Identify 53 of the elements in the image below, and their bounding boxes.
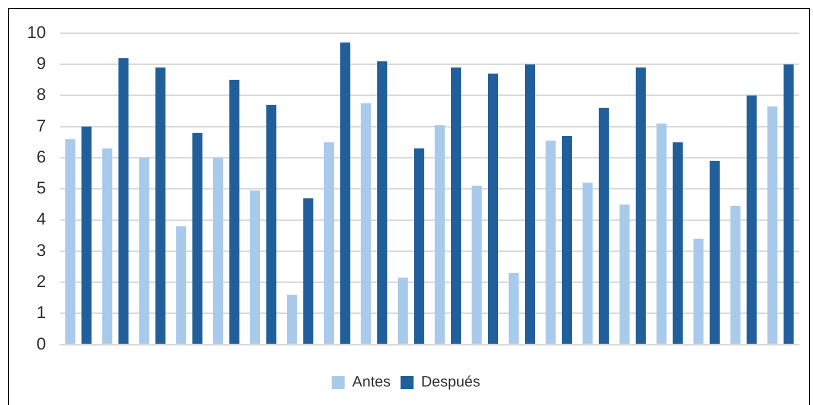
y-tick-label: 5 xyxy=(36,178,46,198)
bar xyxy=(303,198,314,344)
bar xyxy=(451,67,462,344)
bar xyxy=(102,148,112,344)
bar xyxy=(730,206,740,344)
bar xyxy=(213,158,224,344)
y-tick-label: 10 xyxy=(26,22,46,42)
bar xyxy=(524,64,536,344)
y-tick-label: 6 xyxy=(36,147,46,166)
bar xyxy=(414,148,424,344)
bar xyxy=(229,80,240,344)
y-tick-label: 4 xyxy=(36,210,46,229)
bar xyxy=(360,103,371,344)
bar xyxy=(434,125,445,344)
y-tick-label: 7 xyxy=(36,116,46,136)
y-tick-label: 0 xyxy=(36,334,46,354)
bar xyxy=(488,74,498,344)
bar xyxy=(155,67,166,344)
bar xyxy=(508,272,519,344)
bar xyxy=(324,142,334,344)
bar xyxy=(192,132,202,344)
bar xyxy=(784,64,794,344)
bar xyxy=(672,142,683,344)
legend-label: Antes xyxy=(352,374,391,391)
y-tick-label: 8 xyxy=(36,85,46,104)
bar xyxy=(710,160,720,344)
bar xyxy=(693,238,704,344)
bar xyxy=(286,294,298,344)
bar xyxy=(598,108,609,344)
bar xyxy=(546,140,556,344)
bar xyxy=(582,182,593,344)
bar xyxy=(398,278,408,344)
bar xyxy=(746,95,757,344)
bar xyxy=(118,58,129,344)
bar xyxy=(656,124,667,344)
bar xyxy=(139,158,150,344)
bar xyxy=(65,139,76,344)
bar xyxy=(767,106,778,344)
bar xyxy=(266,104,276,344)
bar xyxy=(472,186,482,344)
y-tick-label: 2 xyxy=(36,272,46,292)
bar xyxy=(562,136,572,344)
y-tick-label: 3 xyxy=(36,240,46,260)
bar xyxy=(176,226,186,344)
bar xyxy=(81,126,92,344)
y-tick-label: 1 xyxy=(36,303,46,322)
bar xyxy=(620,204,630,344)
bar xyxy=(250,190,260,344)
legend-label: Después xyxy=(421,374,480,391)
bar xyxy=(377,61,388,344)
bar xyxy=(636,67,646,344)
bar xyxy=(340,42,350,344)
y-tick-label: 9 xyxy=(36,54,46,74)
